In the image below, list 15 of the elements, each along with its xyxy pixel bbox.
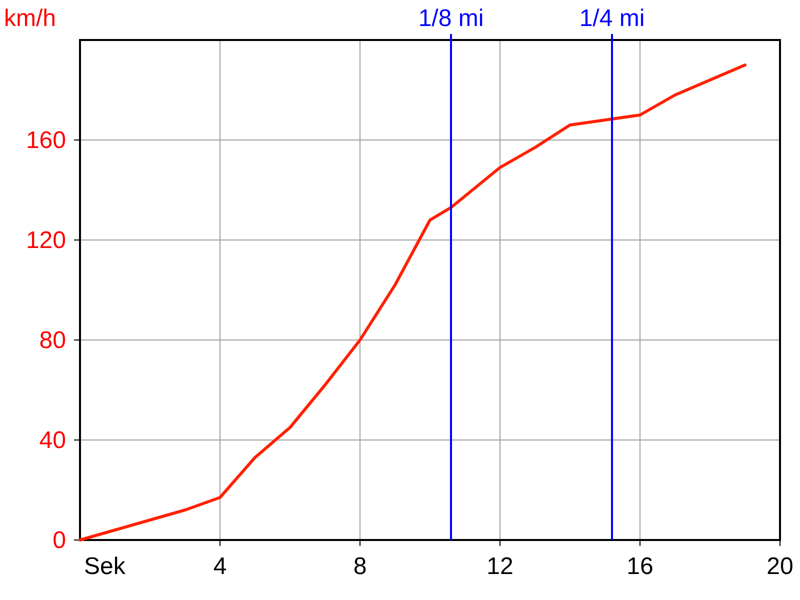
ref-line-label: 1/4 mi	[579, 5, 645, 32]
x-tick-label: 20	[766, 553, 794, 580]
ref-line-label: 1/8 mi	[418, 5, 484, 32]
y-tick-label: 120	[26, 227, 66, 254]
y-tick-label: 0	[52, 527, 66, 554]
y-tick-label: 160	[26, 127, 66, 154]
y-axis-title: km/h	[4, 5, 56, 32]
x-tick-label: 4	[213, 553, 227, 580]
x-tick-label: 16	[626, 553, 654, 580]
x-tick-label: 8	[353, 553, 367, 580]
x-tick-label: 12	[486, 553, 514, 580]
y-tick-label: 80	[39, 327, 66, 354]
y-tick-label: 40	[39, 427, 66, 454]
line-series	[78, 64, 746, 542]
x-axis-title: Sek	[84, 553, 126, 580]
